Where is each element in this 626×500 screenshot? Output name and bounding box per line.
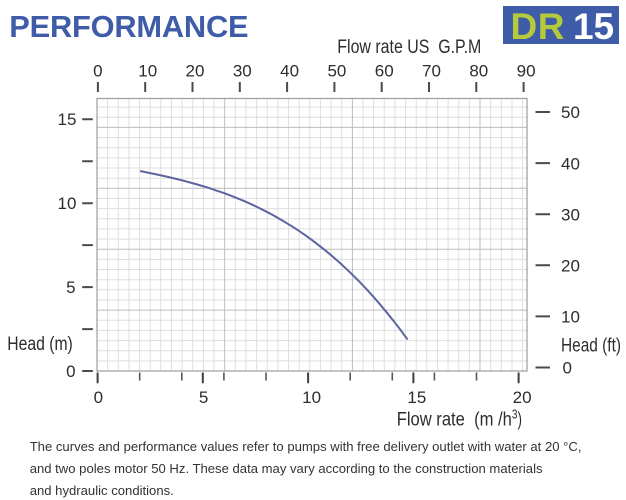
svg-text:10: 10: [302, 388, 321, 407]
svg-text:15: 15: [407, 388, 426, 407]
svg-text:0: 0: [94, 388, 103, 407]
svg-text:): ): [518, 410, 523, 431]
svg-text:30: 30: [561, 205, 580, 224]
svg-text:10: 10: [58, 194, 77, 213]
svg-text:0: 0: [66, 362, 75, 381]
svg-text:20: 20: [561, 257, 580, 276]
svg-text:10: 10: [138, 62, 157, 81]
svg-text:90: 90: [517, 62, 536, 81]
svg-text:5: 5: [199, 388, 208, 407]
svg-text:5: 5: [66, 278, 75, 297]
svg-text:30: 30: [233, 62, 252, 81]
svg-text:15: 15: [58, 110, 77, 129]
svg-text:Head (m): Head (m): [7, 334, 73, 355]
svg-text:0: 0: [93, 62, 102, 81]
svg-text:40: 40: [561, 154, 580, 173]
svg-text:50: 50: [561, 103, 580, 122]
svg-text:50: 50: [327, 62, 346, 81]
svg-text:80: 80: [469, 62, 488, 81]
svg-text:20: 20: [186, 62, 205, 81]
svg-text:Flow rate US G.P.M: Flow rate US G.P.M: [337, 37, 481, 58]
svg-text:Head (ft): Head (ft): [561, 336, 621, 357]
svg-text:40: 40: [280, 62, 299, 81]
svg-text:60: 60: [375, 62, 394, 81]
svg-text:10: 10: [561, 308, 580, 327]
svg-text:0: 0: [563, 359, 572, 378]
svg-text:20: 20: [513, 388, 532, 407]
svg-text:70: 70: [422, 62, 441, 81]
svg-text:3: 3: [512, 408, 518, 422]
svg-text:Flow rate (m /h: Flow rate (m /h: [397, 410, 512, 431]
